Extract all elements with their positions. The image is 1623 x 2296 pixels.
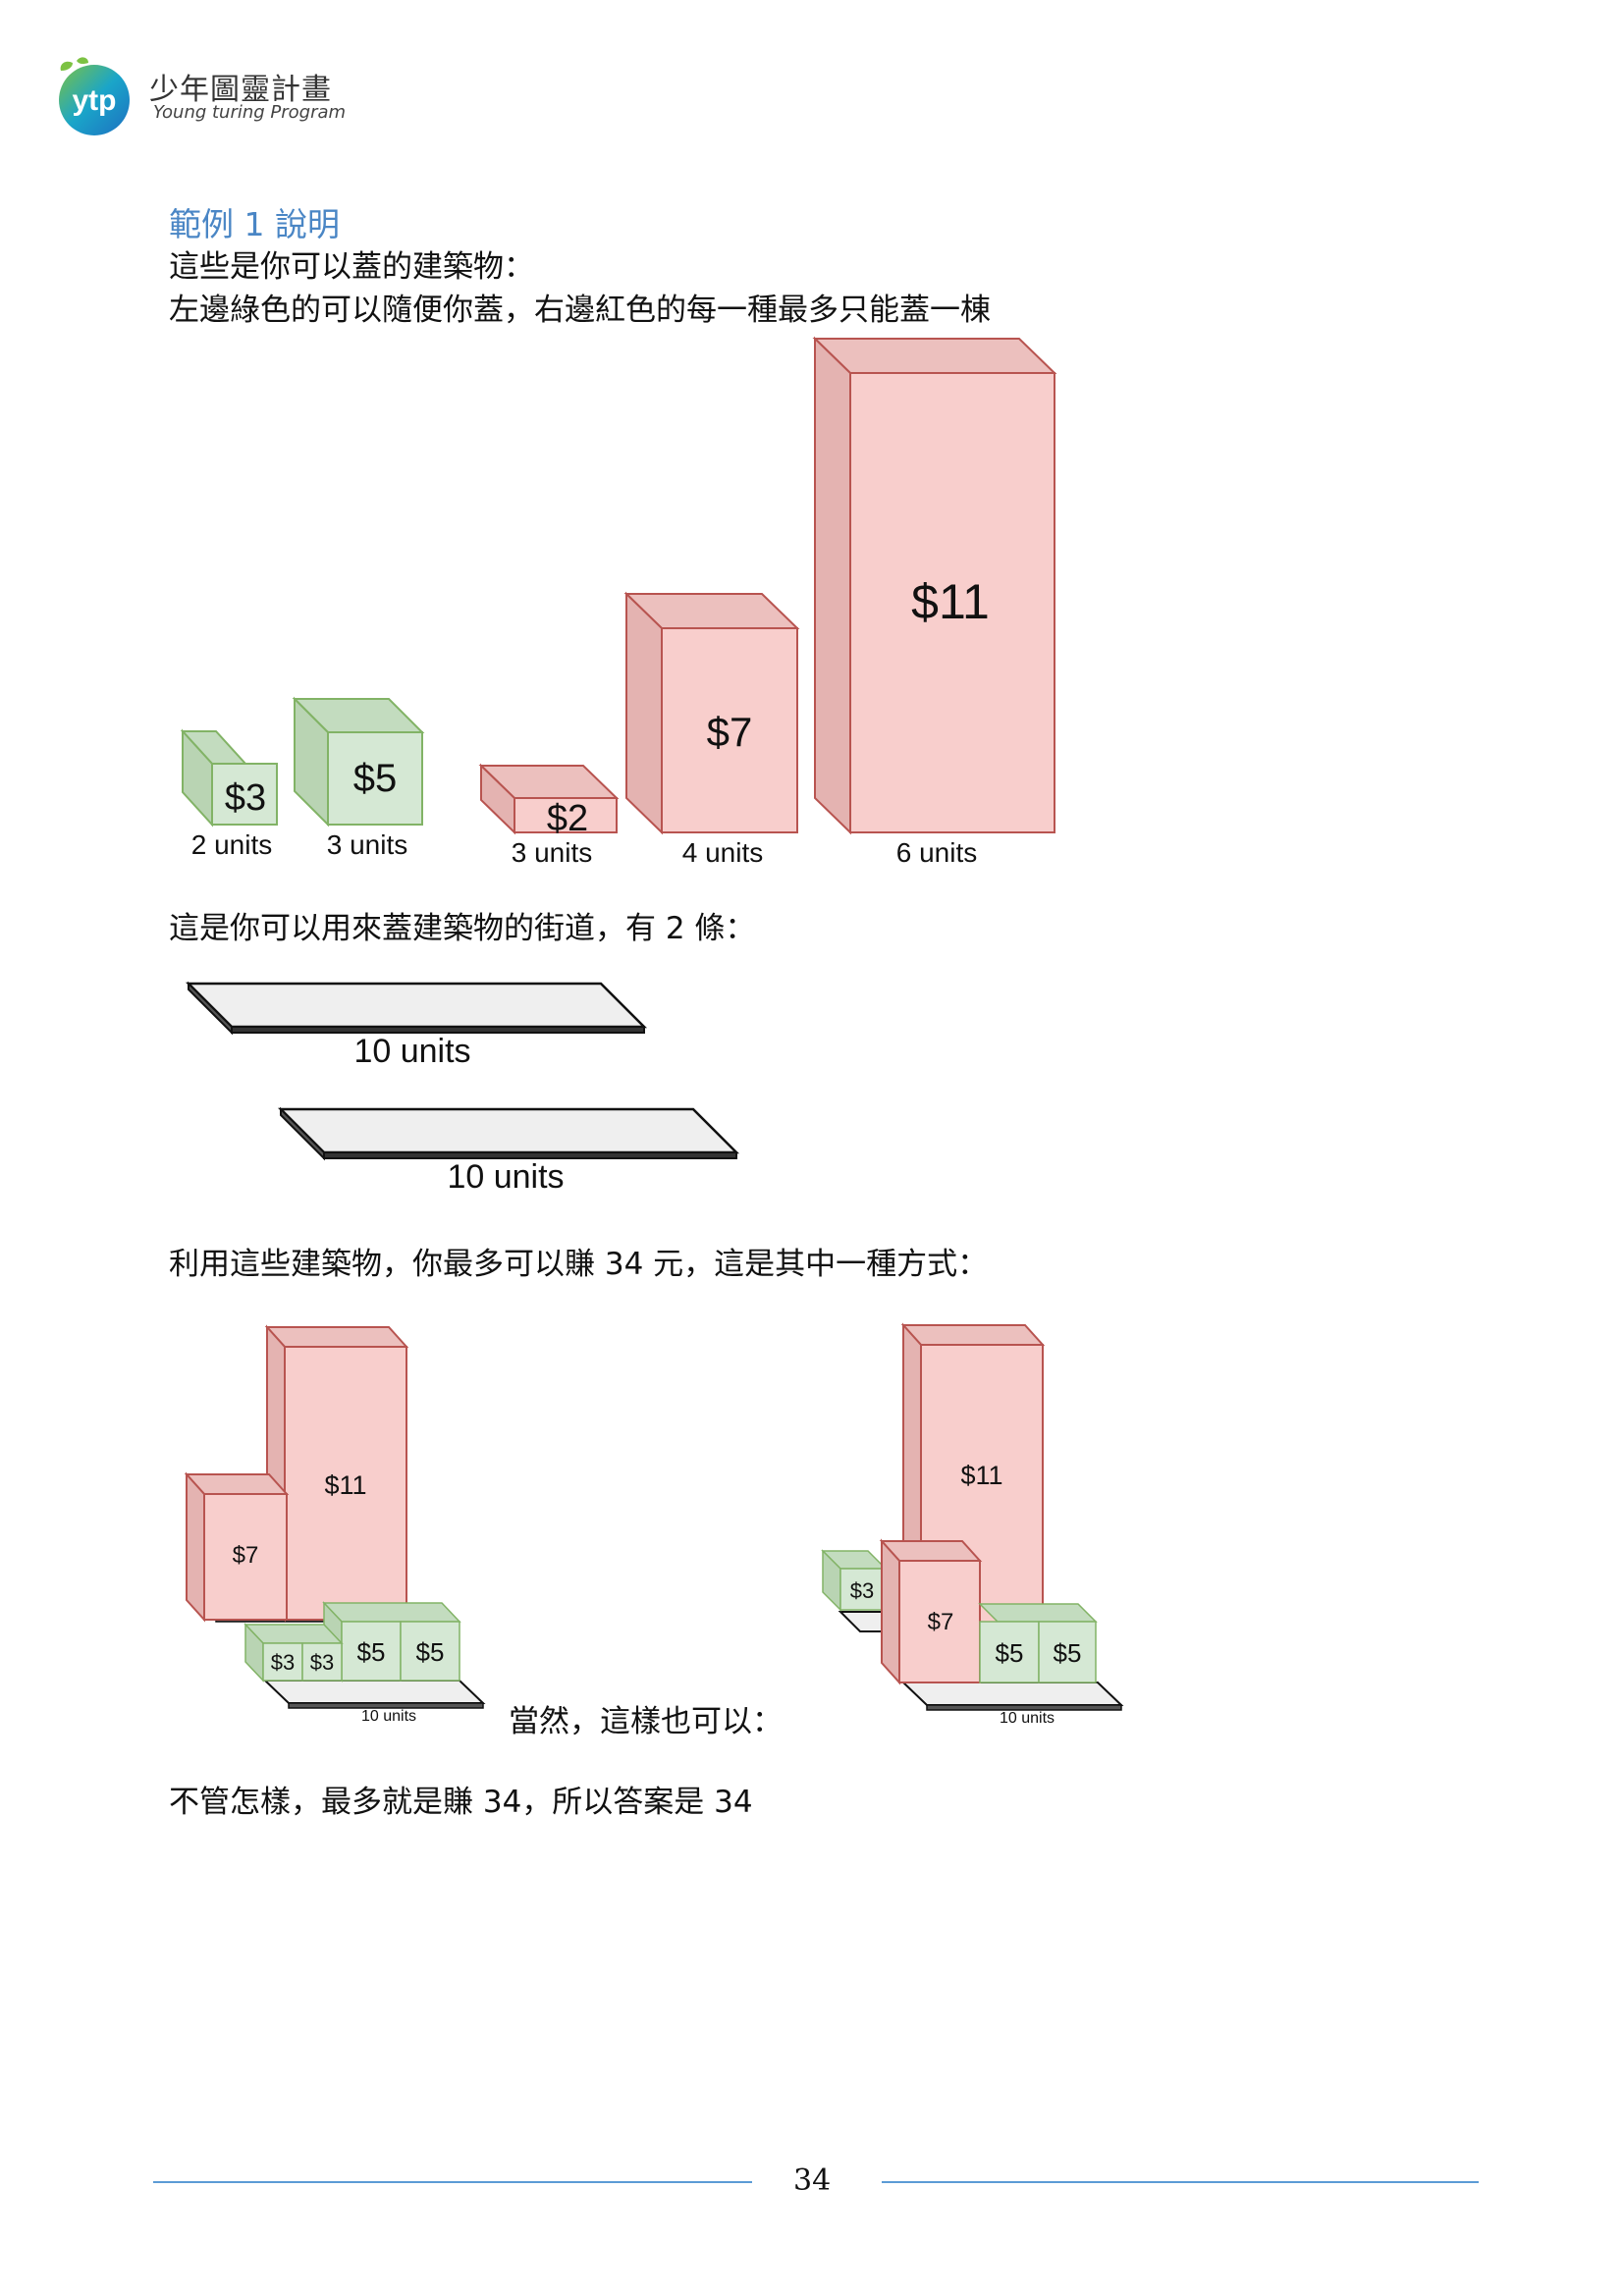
solution2-red-price: $7 <box>928 1609 954 1635</box>
solution1-red-price: $11 <box>324 1470 366 1500</box>
logo: ytp <box>51 55 134 137</box>
street-1: 10 units <box>185 981 648 1070</box>
streets-text: 這是你可以用來蓋建築物的街道，有 2 條： <box>169 911 756 946</box>
building-red-11: $11 <box>812 336 1057 835</box>
footer-line-right <box>882 2181 1479 2183</box>
building-price: $5 <box>353 757 398 800</box>
building-green-5: $5 <box>292 696 425 828</box>
org-name-cn: 少年圖靈計畫 <box>149 73 332 107</box>
solution2-street-label: 10 units <box>1000 1710 1055 1727</box>
org-name-en: Young turing Program <box>153 102 347 123</box>
intro-line-2: 左邊綠色的可以隨便你蓋，右邊紅色的每一種最多只能蓋一棟 <box>169 293 991 328</box>
section-heading: 範例 1 說明 <box>169 205 340 243</box>
footer-line-left <box>153 2181 752 2183</box>
building-units-label: 6 units <box>896 837 978 868</box>
earn-text: 利用這些建築物，你最多可以賺 34 元，這是其中一種方式： <box>169 1247 989 1282</box>
building-red-2: $2 <box>478 763 620 839</box>
building-units-label: 4 units <box>682 837 764 868</box>
building-units-label: 2 units <box>191 829 273 860</box>
solution1-green-price: $3 <box>271 1650 295 1675</box>
solution-1-figure: $11 $7 10 units $5 $5 $3 $3 <box>184 1324 486 1725</box>
solution1-street-label: 10 units <box>361 1708 416 1725</box>
intro-line-1: 這些是你可以蓋的建築物： <box>169 249 534 285</box>
building-units-label: 3 units <box>512 837 593 868</box>
svg-text:ytp: ytp <box>73 84 117 117</box>
logo-icon: ytp <box>59 57 130 135</box>
also-text: 當然，這樣也可以： <box>509 1704 783 1739</box>
solution2-red-price: $11 <box>960 1461 1002 1490</box>
building-price: $7 <box>707 709 753 755</box>
solution1-green-price: $3 <box>310 1650 334 1675</box>
solution1-red-price: $7 <box>233 1542 259 1569</box>
street-label: 10 units <box>447 1158 564 1196</box>
building-price: $11 <box>911 574 990 629</box>
street-label: 10 units <box>353 1033 470 1070</box>
solution1-green-price: $5 <box>357 1637 386 1667</box>
solution1-green-price: $5 <box>416 1637 445 1667</box>
building-units-label: 3 units <box>327 829 408 860</box>
conclusion-text: 不管怎樣，最多就是賺 34，所以答案是 34 <box>169 1785 753 1820</box>
solution2-green-price: $5 <box>996 1638 1024 1668</box>
solution2-green-price: $5 <box>1054 1638 1082 1668</box>
solution-2-figure: $3 $11 10 units $7 $5 $5 <box>821 1322 1124 1727</box>
page-number: 34 <box>793 2163 832 2198</box>
solution2-green-price: $3 <box>850 1578 874 1603</box>
building-green-3: $3 <box>180 728 278 828</box>
building-price: $3 <box>225 777 266 819</box>
building-price: $2 <box>547 798 588 839</box>
street-2: 10 units <box>277 1106 740 1196</box>
building-red-7: $7 <box>623 591 800 835</box>
